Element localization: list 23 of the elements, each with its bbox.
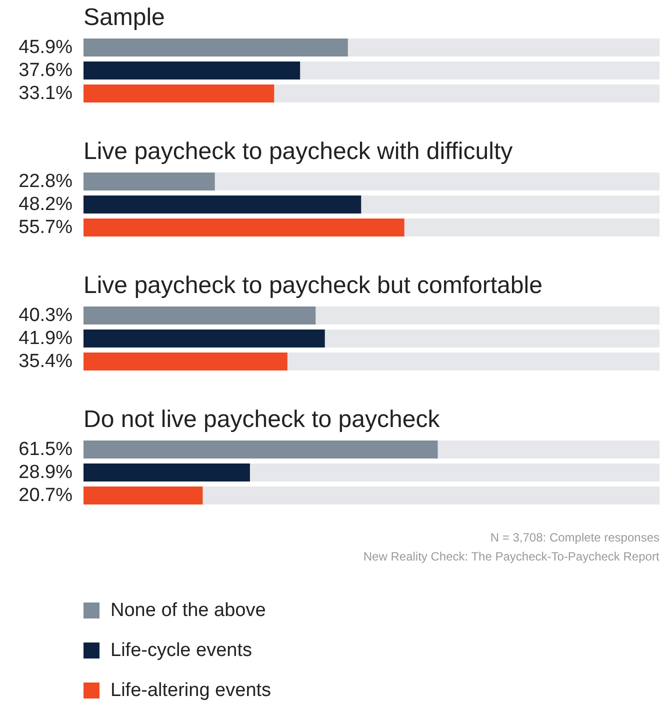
y-tick-label: Live paycheck to paycheck with difficulty — [84, 138, 513, 165]
data-label: 55.7% — [18, 217, 73, 238]
data-label: 20.7% — [18, 485, 73, 506]
legend-label: Life-cycle events — [110, 640, 252, 661]
data-label: 40.3% — [18, 305, 73, 326]
data-label: 22.8% — [18, 171, 73, 192]
legend-label: None of the above — [110, 600, 266, 621]
y-tick-label: Sample — [84, 4, 165, 31]
data-label: 45.9% — [18, 37, 73, 58]
data-label: 37.6% — [18, 60, 73, 81]
data-label: 61.5% — [18, 439, 73, 460]
data-label: 28.9% — [18, 462, 73, 483]
data-label: 35.4% — [18, 351, 73, 372]
y-tick-label: Do not live paycheck to paycheck — [84, 406, 441, 433]
legend-label: Life-altering events — [110, 680, 272, 701]
bar — [84, 486, 203, 504]
data-label: 41.9% — [18, 328, 73, 349]
data-label: 33.1% — [18, 83, 73, 104]
y-tick-label: Live paycheck to paycheck but comfortable — [84, 272, 542, 299]
bar — [84, 172, 215, 190]
text: New Reality Check: The Paycheck-To-Paycheck Report — [363, 550, 660, 564]
text: N = 3,708: Complete responses — [490, 530, 660, 544]
data-label: 48.2% — [18, 194, 73, 215]
